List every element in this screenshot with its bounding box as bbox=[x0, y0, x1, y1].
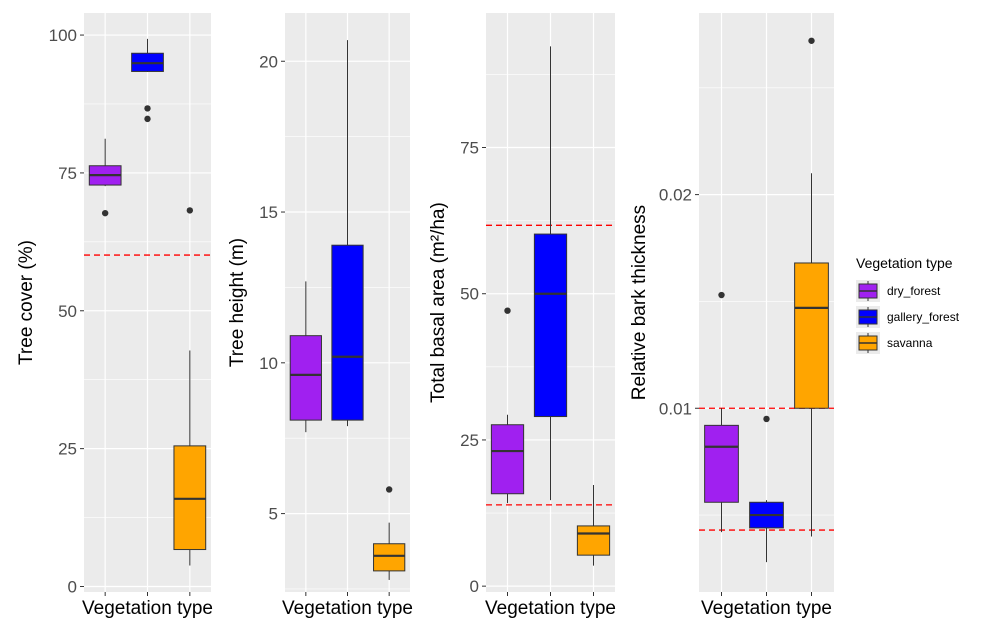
box-dry_forest bbox=[88, 138, 122, 217]
box-dry_forest bbox=[289, 281, 322, 433]
box-gallery_forest bbox=[533, 46, 568, 501]
outlier-point bbox=[504, 307, 511, 314]
outlier-point bbox=[186, 207, 194, 214]
legend-item-gallery_forest: gallery_forest bbox=[856, 306, 960, 328]
y-tick-label: 100 bbox=[49, 26, 77, 45]
outlier-point bbox=[144, 105, 151, 112]
outlier-point bbox=[101, 209, 109, 217]
y-tick-label: 0 bbox=[470, 577, 479, 596]
outlier-point bbox=[718, 291, 725, 299]
iqr-box bbox=[576, 525, 611, 556]
y-tick-label: 0.02 bbox=[659, 186, 692, 205]
y-tick-label: 25 bbox=[58, 440, 77, 459]
iqr-box bbox=[533, 233, 568, 418]
box-gallery_forest bbox=[749, 415, 784, 563]
iqr-box bbox=[289, 335, 322, 421]
iqr-box bbox=[373, 543, 406, 572]
box-savanna bbox=[794, 37, 829, 537]
box-savanna bbox=[173, 207, 207, 566]
legend-item-dry_forest: dry_forest bbox=[856, 280, 941, 302]
panel-4: 0.01 0.02 Vegetation type Relative bark thi… bbox=[629, 13, 834, 619]
y-axis-label: Tree cover (%) bbox=[16, 240, 37, 365]
x-axis-label: Vegetation type bbox=[282, 598, 413, 619]
box-dry_forest bbox=[490, 307, 525, 504]
y-tick-label: 15 bbox=[259, 203, 278, 222]
iqr-box bbox=[490, 424, 525, 495]
iqr-box bbox=[173, 445, 207, 551]
iqr-box bbox=[794, 262, 829, 409]
legend: Vegetation type dry_forest gallery_forest… bbox=[856, 255, 960, 354]
outlier-point bbox=[385, 486, 393, 493]
y-axis-label: Relative bark thickness bbox=[629, 205, 650, 400]
panel-3: 0 25 50 75 Vegetation type Total basal area (… bbox=[428, 13, 616, 619]
y-tick-label: 75 bbox=[58, 164, 77, 183]
legend-item-savanna: savanna bbox=[856, 332, 933, 354]
box-savanna bbox=[373, 486, 406, 580]
box-dry_forest bbox=[704, 291, 739, 533]
y-tick-label: 75 bbox=[460, 139, 479, 158]
box-gallery_forest bbox=[331, 40, 364, 427]
x-axis-label: Vegetation type bbox=[701, 598, 832, 619]
y-tick-label: 25 bbox=[460, 431, 479, 450]
y-tick-label: 50 bbox=[460, 285, 479, 304]
legend-item-label: dry_forest bbox=[887, 284, 941, 298]
legend-item-label: savanna bbox=[887, 336, 933, 350]
outlier-point bbox=[808, 37, 815, 44]
outlier-point bbox=[144, 115, 151, 123]
panel-1: 0 25 50 75 100 Vegetation type Tree cover (%) bbox=[16, 13, 213, 619]
outlier-point bbox=[763, 415, 770, 423]
box-savanna bbox=[576, 484, 611, 566]
box-gallery_forest bbox=[131, 38, 164, 123]
iqr-box bbox=[704, 424, 739, 503]
y-tick-label: 10 bbox=[259, 354, 278, 373]
y-tick-label: 0 bbox=[68, 577, 77, 596]
x-axis-label: Vegetation type bbox=[485, 598, 616, 619]
legend-title: Vegetation type bbox=[856, 255, 953, 271]
legend-item-label: gallery_forest bbox=[887, 310, 960, 324]
panel-2: 5 10 15 20 Vegetation type Tree height (m) bbox=[227, 13, 413, 619]
x-axis-label: Vegetation type bbox=[82, 598, 213, 619]
y-tick-label: 5 bbox=[269, 505, 278, 524]
y-axis-label: Total basal area (m²/ha) bbox=[428, 202, 449, 403]
y-tick-label: 0.01 bbox=[659, 399, 692, 418]
y-tick-label: 20 bbox=[259, 52, 278, 71]
iqr-box bbox=[331, 244, 364, 421]
y-tick-label: 50 bbox=[58, 302, 77, 321]
y-axis-label: Tree height (m) bbox=[227, 238, 248, 367]
